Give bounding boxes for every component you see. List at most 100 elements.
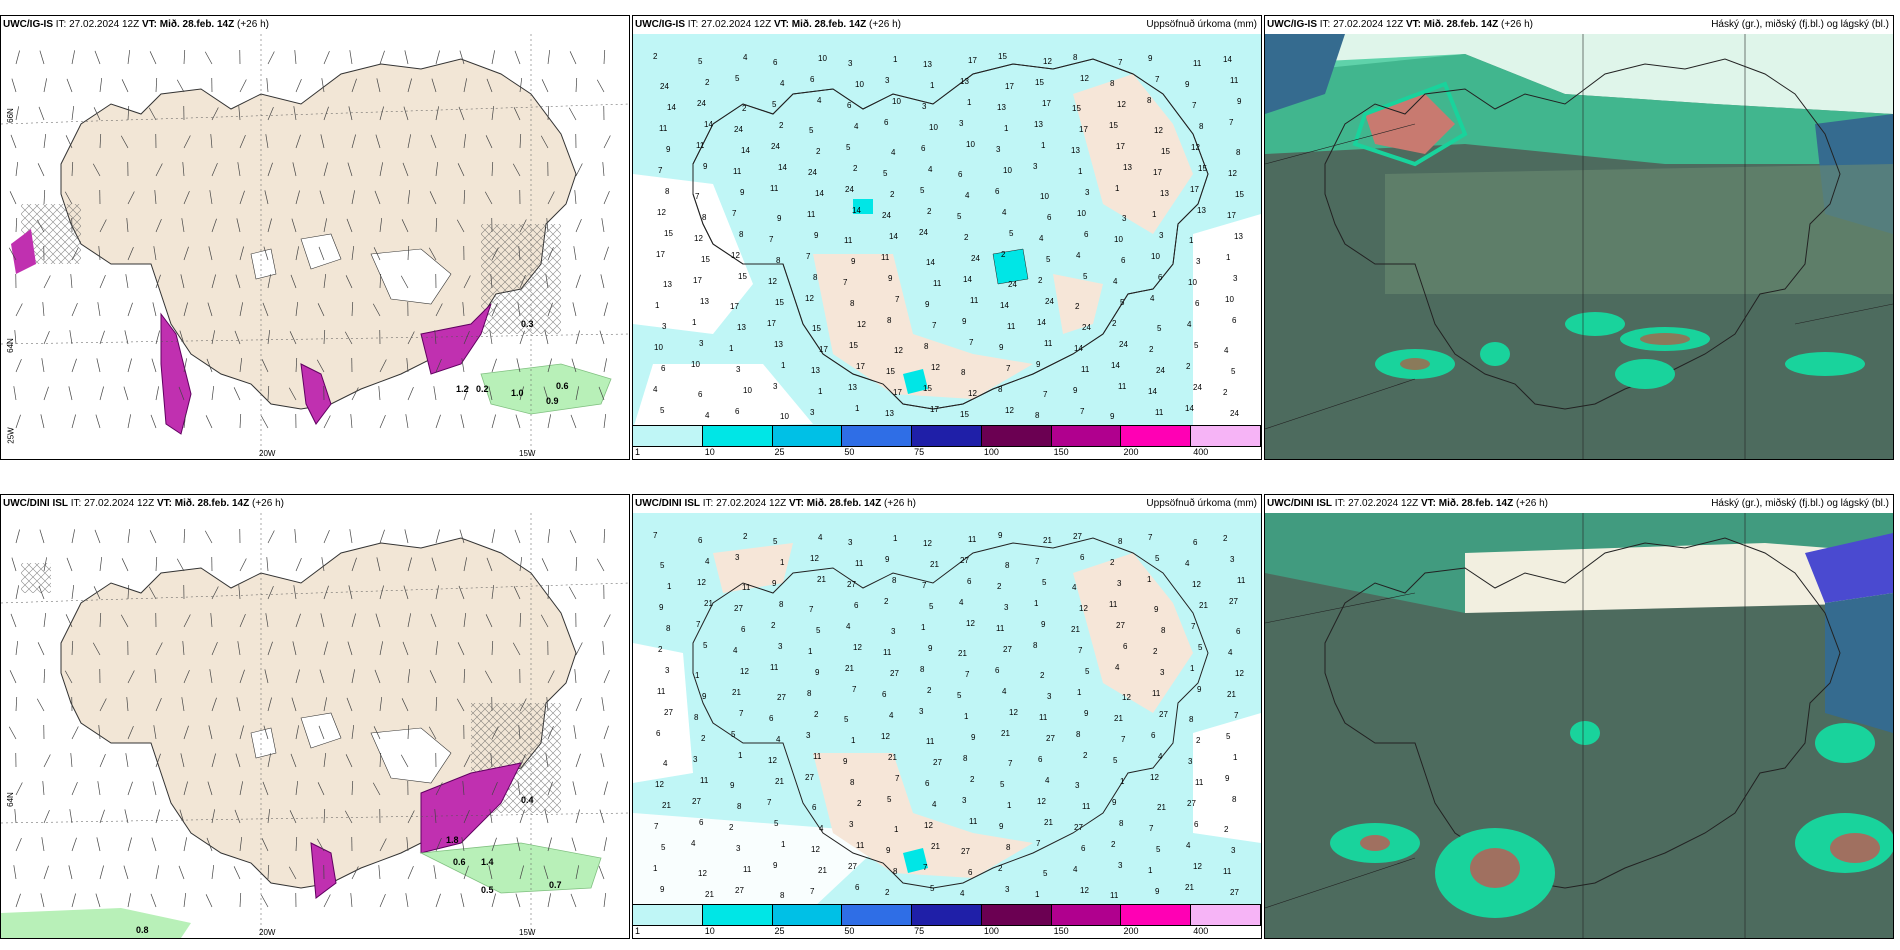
wind-barb <box>127 725 134 740</box>
wind-barb <box>15 162 19 177</box>
wind-barb <box>569 530 577 544</box>
precip-value: 17 <box>1005 82 1014 91</box>
precip-value: 10 <box>743 386 752 395</box>
precip-value: 21 <box>1185 883 1194 892</box>
precip-value: 4 <box>733 646 738 655</box>
precip-value: 21 <box>1044 818 1053 827</box>
precip-value: 1 <box>1115 184 1120 193</box>
wind-barb <box>488 865 493 880</box>
wind-barb <box>572 302 577 317</box>
wind-barb <box>71 781 78 796</box>
wind-barb <box>267 530 275 544</box>
wind-barb <box>289 331 297 345</box>
precip-value: 17 <box>819 345 828 354</box>
precip-value: 6 <box>1080 553 1085 562</box>
wind-barb <box>373 726 381 740</box>
precip-value: 5 <box>1231 367 1236 376</box>
precip-value: 3 <box>665 666 670 675</box>
wind-barb <box>154 190 157 205</box>
precip-value: 5 <box>957 212 962 221</box>
wind-barb <box>9 191 17 205</box>
wind-barb <box>36 219 45 233</box>
wind-barb <box>320 613 325 628</box>
wind-barb <box>236 697 241 712</box>
precip-value: 4 <box>776 735 781 744</box>
precip-value: 11 <box>700 776 709 785</box>
precip-value: 7 <box>1118 58 1123 67</box>
wind-barb <box>547 725 554 740</box>
precip-value: 12 <box>966 619 975 628</box>
precip-value: 10 <box>966 140 975 149</box>
wind-barb <box>71 162 74 177</box>
wind-barb <box>379 529 385 544</box>
svg-text:1.2: 1.2 <box>456 384 469 394</box>
precip-value: 6 <box>995 187 1000 196</box>
wind-barb <box>183 529 186 544</box>
precip-value: 3 <box>735 553 740 562</box>
precip-value: 2 <box>997 582 1002 591</box>
precip-value: 2 <box>653 52 658 61</box>
wind-barb <box>239 246 244 261</box>
wind-barb <box>546 697 549 712</box>
wind-barb <box>98 725 101 740</box>
wind-barb <box>486 557 493 572</box>
wind-barb <box>461 837 465 852</box>
precip-value: 5 <box>773 537 778 546</box>
precip-value: 12 <box>1235 669 1244 678</box>
precip-value: 6 <box>967 577 972 586</box>
wind-barb <box>127 585 130 600</box>
wind-barb <box>64 191 73 205</box>
wind-barb <box>265 613 269 628</box>
precip-value: 3 <box>662 322 667 331</box>
wind-barb <box>407 613 412 628</box>
precip-value: 2 <box>857 799 862 808</box>
precip-value: 21 <box>705 890 714 899</box>
svg-text:0.4: 0.4 <box>521 795 534 805</box>
wind-barb <box>429 670 437 684</box>
wind-barb <box>351 302 354 317</box>
precip-value: 15 <box>1198 164 1207 173</box>
wind-barb <box>351 781 354 796</box>
wind-barb <box>379 106 384 121</box>
precip-value: 10 <box>1077 209 1086 218</box>
precip-value: 13 <box>774 340 783 349</box>
precip-value: 1 <box>893 55 898 64</box>
precip-value: 24 <box>808 168 817 177</box>
precip-value: 17 <box>767 319 776 328</box>
precip-value: 14 <box>1148 387 1157 396</box>
wind-barb <box>155 697 162 712</box>
colorbar-segment <box>1051 426 1122 446</box>
precip-value: 27 <box>664 708 673 717</box>
wind-barb <box>209 669 213 684</box>
wind-barb <box>15 50 20 65</box>
wind-barb <box>295 302 299 317</box>
precip-value: 12 <box>1009 708 1018 717</box>
wind-barb <box>603 837 608 852</box>
precip-value: 3 <box>1122 214 1127 223</box>
wind-barb <box>290 274 297 289</box>
precip-value: 8 <box>1110 79 1115 88</box>
wind-barb <box>407 78 412 93</box>
precip-value: 13 <box>848 383 857 392</box>
precip-value: 9 <box>885 555 890 564</box>
colorbar-tick-label: 200 <box>1123 447 1139 457</box>
precip-value: 5 <box>772 100 777 109</box>
precip-value: 13 <box>997 103 1006 112</box>
precip-value: 6 <box>810 75 815 84</box>
wind-barb <box>344 810 353 824</box>
wind-barb <box>99 613 102 628</box>
wind-barb <box>516 837 521 852</box>
wind-barb <box>71 106 75 121</box>
precip-value: 6 <box>882 690 887 699</box>
wind-barb <box>127 358 132 373</box>
precip-value: 14 <box>741 146 750 155</box>
precip-value: 17 <box>693 276 702 285</box>
wind-barb <box>96 358 101 373</box>
precip-value: 7 <box>965 670 970 679</box>
wind-barb <box>127 529 131 544</box>
wind-barb <box>11 78 17 93</box>
wind-barb <box>379 753 382 768</box>
precip-value: 1 <box>729 344 734 353</box>
precip-value: 5 <box>1120 298 1125 307</box>
precip-value: 11 <box>1237 576 1246 585</box>
